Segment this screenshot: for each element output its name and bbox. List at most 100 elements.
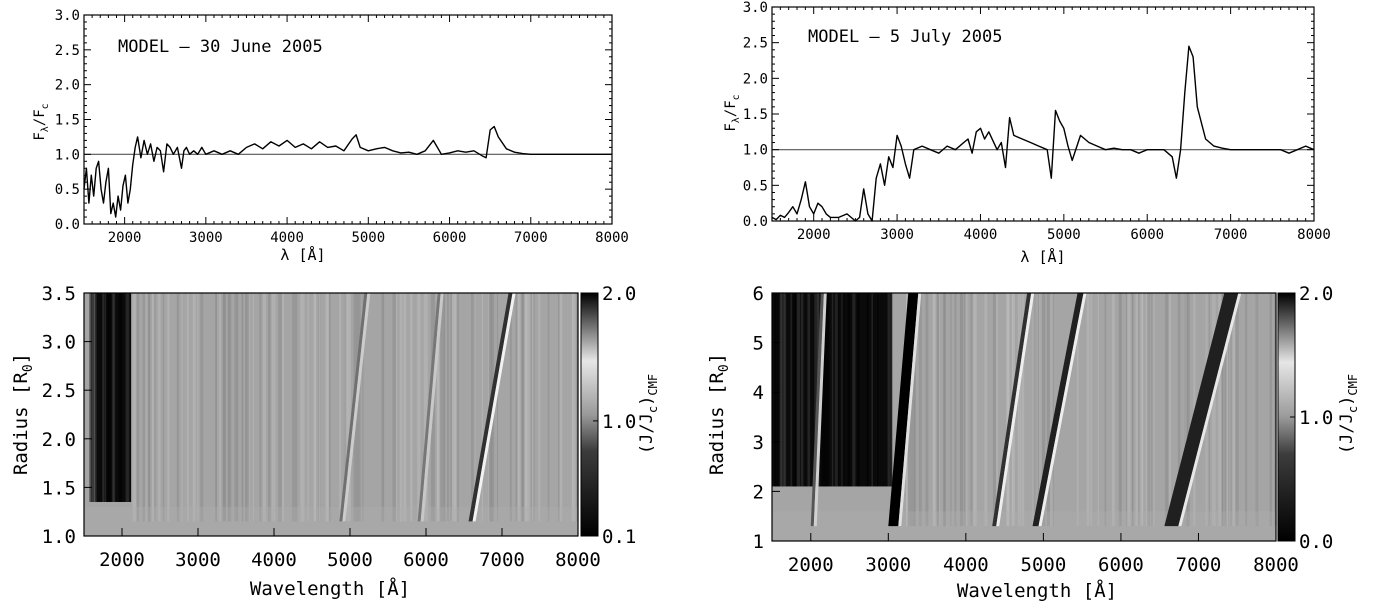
heatmap-background	[84, 293, 578, 536]
x-tick-label: 5000	[1021, 554, 1067, 576]
y-tick-label: 0.0	[55, 217, 80, 233]
spectral-streak	[834, 293, 838, 487]
panel-bottom-right: Wavelength [Å] Radius [R0] (J/Jc)CMF	[706, 353, 1360, 602]
spectral-streak	[102, 293, 104, 502]
spectral-streak	[1046, 293, 1051, 527]
spectral-streak	[300, 293, 304, 522]
spectral-streak	[471, 293, 475, 522]
spectral-streak	[157, 293, 161, 522]
spectral-streak	[127, 293, 130, 502]
y-tick-label: 1.0	[55, 147, 80, 163]
spectral-streak	[918, 293, 922, 527]
x-tick-label: 5000	[1047, 227, 1081, 243]
spectral-streak	[136, 293, 140, 522]
spectral-streak	[192, 293, 196, 522]
spectral-streak	[890, 293, 893, 487]
spectral-streak	[1185, 293, 1187, 527]
panel-top-right: MODEL – 5 July 2005 λ [Å] Fλ/Fc	[723, 27, 1066, 266]
spectral-streak	[272, 293, 274, 522]
spectral-streak	[1229, 293, 1232, 527]
spectral-streak	[1193, 293, 1196, 527]
spectral-streak	[148, 293, 151, 522]
spectral-streak	[417, 293, 421, 522]
spectral-streak	[1097, 293, 1099, 527]
spectral-streak	[572, 293, 576, 522]
x-tick-label: 3000	[175, 549, 221, 571]
spectral-streak	[937, 293, 940, 527]
spectral-streak	[831, 293, 834, 487]
inner-shell	[772, 511, 1276, 541]
y-tick-label: 1.0	[42, 526, 76, 548]
x-tick-label: 6000	[1098, 554, 1144, 576]
plot-frame	[83, 292, 579, 537]
y-tick-label: 0.5	[743, 178, 768, 194]
spectral-streak	[339, 293, 342, 522]
x-tick-label: 3000	[189, 230, 223, 246]
spectral-streak	[1150, 293, 1154, 527]
line-absorption	[468, 293, 513, 522]
panel-bottom-left: Wavelength [Å] Radius [R0] (J/Jc)CMF	[10, 353, 660, 600]
spectral-streak	[132, 293, 135, 522]
spectral-streak	[1169, 293, 1171, 527]
spectral-streak	[1235, 293, 1239, 527]
spectral-streak	[328, 293, 331, 522]
spectral-streak	[1185, 293, 1188, 527]
x-tick-label: 3000	[880, 227, 914, 243]
spectral-streak	[437, 293, 440, 522]
spectral-streak	[793, 293, 797, 487]
y-tick-label: 0.5	[55, 182, 80, 198]
x-tick-label: 2000	[108, 230, 142, 246]
spectral-streak	[871, 293, 873, 487]
spectral-streak	[965, 293, 968, 527]
spectral-streak	[1118, 293, 1121, 527]
spectral-streak	[167, 293, 170, 522]
xlabel-bottom-left: Wavelength [Å]	[250, 577, 410, 600]
spectral-streak	[273, 293, 276, 522]
spectral-streak	[1164, 293, 1168, 527]
spectral-streak	[995, 293, 998, 527]
spectral-streak	[105, 293, 107, 502]
spectral-streak	[1138, 293, 1140, 527]
spectral-streak	[446, 293, 449, 522]
colorbar-tick-label: 1.0	[1299, 407, 1333, 429]
spectral-streak	[909, 293, 914, 527]
spectral-streak	[1127, 293, 1131, 527]
colorbar-tick-label: 2.0	[602, 283, 636, 305]
spectral-streak	[450, 293, 453, 522]
spectral-streak	[259, 293, 262, 522]
line-emission	[472, 293, 516, 522]
spectral-streak	[246, 293, 250, 522]
spectral-streak	[1140, 293, 1144, 527]
spectral-streak	[1019, 293, 1022, 527]
x-tick-label: 4000	[251, 549, 297, 571]
spectral-streak	[440, 293, 443, 522]
spectral-streak	[200, 293, 204, 522]
spectral-streak	[852, 293, 856, 487]
colorbar	[580, 292, 599, 537]
spectral-streak	[926, 293, 929, 527]
spectral-streak	[1214, 293, 1217, 527]
spectral-streak	[1226, 293, 1229, 527]
series-line	[83, 125, 612, 218]
spectral-streak	[457, 293, 459, 522]
spectral-streak	[547, 293, 550, 522]
spectral-streak	[777, 293, 781, 487]
spectral-streak	[1038, 293, 1042, 527]
spectral-streak	[1141, 293, 1144, 527]
y-tick-label: 1.0	[743, 143, 768, 159]
spectral-streak	[134, 293, 137, 522]
spectral-streak	[1177, 293, 1181, 527]
spectral-streak	[825, 293, 829, 487]
spectral-streak	[281, 293, 284, 522]
y-tick-label: 4	[753, 382, 764, 404]
x-tick-label: 2000	[797, 227, 831, 243]
spectral-streak	[1076, 293, 1079, 527]
ylabel-bottom-left: Radius [R0]	[10, 353, 36, 475]
spectral-streak	[112, 293, 116, 502]
spectral-streak	[403, 293, 407, 522]
spectral-streak	[938, 293, 941, 527]
spectral-streak	[454, 293, 458, 522]
x-tick-label: 8000	[555, 549, 601, 571]
x-tick-label: 5000	[351, 230, 385, 246]
x-tick-label: 2000	[99, 549, 145, 571]
